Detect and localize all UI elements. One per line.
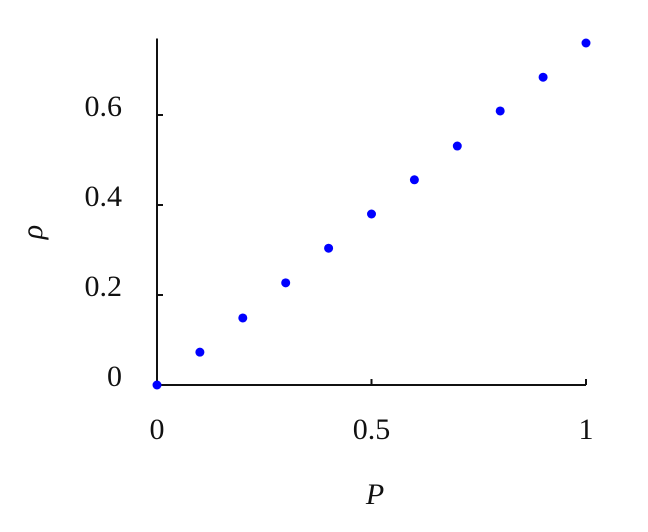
point — [581, 38, 591, 48]
point — [281, 278, 291, 288]
point — [367, 209, 376, 219]
y-tick-label: 0 — [107, 360, 122, 393]
y-tick-label: 0.2 — [85, 270, 123, 303]
x-tick-label: 0.5 — [353, 413, 391, 446]
y-tick-label: 0.6 — [85, 90, 123, 123]
point — [152, 380, 162, 390]
point — [409, 175, 419, 185]
y-tick-label: 0.4 — [85, 180, 123, 213]
point — [195, 347, 205, 357]
x-axis-label: P — [365, 478, 384, 511]
y-axis-label: ρ — [16, 225, 49, 240]
x-tick-label: 0 — [150, 413, 165, 446]
point — [452, 141, 462, 151]
point — [238, 313, 248, 323]
point — [324, 243, 334, 253]
x-tick-label: 1 — [579, 413, 594, 446]
point — [538, 72, 548, 82]
point — [495, 106, 505, 116]
